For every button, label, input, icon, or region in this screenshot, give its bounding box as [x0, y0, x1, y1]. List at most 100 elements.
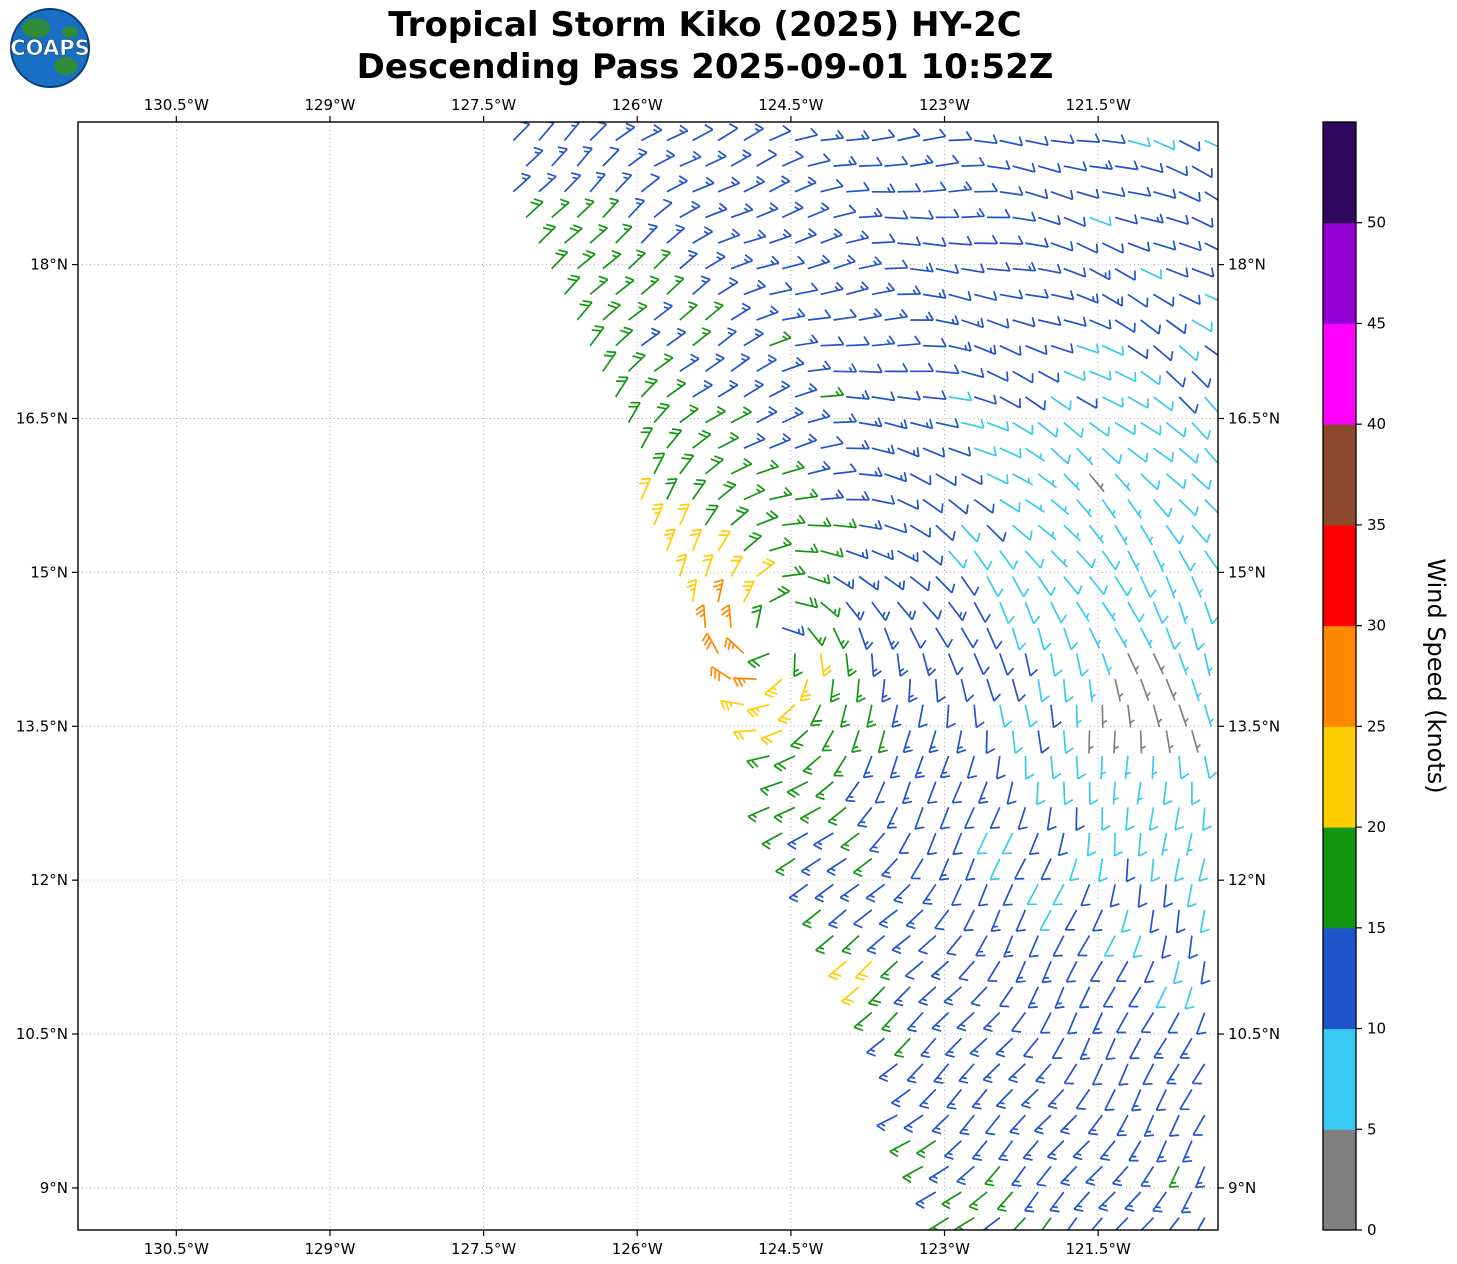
wind-barb: [746, 703, 770, 718]
wind-barb: [1109, 884, 1120, 908]
wind-barb: [1089, 159, 1114, 170]
colorbar-segment: [1323, 827, 1356, 929]
wind-barb: [675, 553, 688, 577]
wind-barb: [902, 1165, 924, 1184]
wind-barb: [666, 224, 686, 244]
wind-barb: [986, 421, 1010, 432]
wind-barb: [653, 249, 671, 270]
wind-barb: [717, 277, 739, 296]
wind-barb: [841, 934, 860, 955]
wind-barb: [640, 223, 658, 244]
wind-barb: [1101, 242, 1124, 254]
wind-barb: [1140, 473, 1161, 491]
wind-barb: [1178, 498, 1199, 517]
x-tick-label-top: 129°W: [304, 96, 355, 114]
wind-barb: [948, 290, 972, 302]
wind-barb: [871, 282, 896, 296]
wind-barb: [769, 228, 792, 244]
wind-barb: [692, 379, 713, 398]
wind-barb: [602, 350, 617, 372]
wind-barb: [720, 604, 732, 628]
wind-barb: [998, 986, 1014, 1008]
wind-barb: [1203, 755, 1218, 780]
wind-barb: [1015, 909, 1027, 932]
wind-barb: [935, 473, 957, 487]
wind-barb: [999, 289, 1024, 300]
wind-barb: [833, 755, 847, 777]
wind-barb: [1151, 755, 1158, 780]
wind-barb: [1130, 1089, 1142, 1112]
wind-barb: [1194, 1166, 1206, 1189]
wind-barb: [1127, 653, 1140, 675]
wind-barb: [1114, 214, 1139, 225]
wind-barb: [807, 574, 831, 585]
wind-barb: [1076, 396, 1098, 410]
wind-barb: [1037, 215, 1061, 226]
wind-barb: [627, 351, 646, 372]
wind-barb: [1075, 807, 1085, 832]
colorbar-tick-label: 5: [1367, 1120, 1377, 1138]
wind-barb: [704, 301, 724, 321]
wind-barb: [1152, 498, 1173, 518]
wind-barb: [984, 1165, 1001, 1187]
x-tick-label-top: 127.5°W: [451, 96, 516, 114]
wind-barb: [963, 806, 975, 830]
wind-barb: [794, 488, 819, 501]
wind-barb: [833, 254, 856, 270]
wind-barb: [1191, 370, 1212, 389]
wind-barb: [1101, 447, 1123, 465]
wind-barb: [891, 704, 902, 728]
colorbar-tick-label: 40: [1367, 415, 1386, 433]
wind-barb: [935, 208, 960, 219]
wind-barb: [930, 960, 950, 981]
wind-barb: [551, 146, 568, 167]
wind-barb: [884, 155, 909, 167]
wind-barb: [1024, 1191, 1039, 1213]
wind-barb: [960, 524, 981, 543]
wind-barb: [1062, 781, 1074, 806]
wind-barb: [938, 858, 950, 881]
wind-barb: [782, 565, 806, 578]
wind-barb: [833, 204, 857, 219]
wind-barb: [1076, 498, 1093, 518]
wind-barb: [973, 550, 993, 571]
wind-barb: [897, 550, 919, 563]
wind-barb: [893, 986, 911, 1007]
wind-barb: [627, 301, 648, 321]
wind-barb: [909, 575, 931, 592]
wind-barb: [999, 396, 1021, 409]
wind-barb: [914, 807, 925, 830]
wind-barb: [910, 311, 934, 321]
wind-barb: [995, 1037, 1014, 1058]
wind-barb: [1140, 162, 1164, 174]
wind-barb: [985, 730, 996, 755]
wind-barb: [1037, 524, 1057, 541]
wind-barb: [829, 679, 841, 703]
wind-barb: [799, 806, 822, 825]
wind-barb: [1039, 1012, 1052, 1034]
wind-barb: [986, 524, 1007, 543]
wind-barb: [1062, 730, 1074, 754]
wind-barb: [933, 1063, 950, 1084]
wind-barb: [807, 153, 831, 167]
wind-barb: [1165, 421, 1187, 438]
wind-barb: [984, 1114, 1001, 1136]
wind-barb: [969, 1037, 988, 1058]
wind-barb: [1024, 755, 1035, 780]
wind-barb: [858, 156, 883, 167]
wind-barb: [790, 729, 809, 750]
wind-barb: [821, 729, 835, 752]
wind-barb: [862, 755, 874, 779]
wind-barb: [525, 146, 544, 167]
wind-barb: [1165, 165, 1189, 177]
wind-barb: [935, 364, 960, 375]
wind-barb: [919, 1088, 937, 1110]
wind-barb: [858, 575, 880, 591]
wind-barb: [986, 473, 1009, 485]
wind-barb: [653, 353, 674, 372]
wind-barb: [846, 230, 870, 244]
wind-barb: [999, 550, 1019, 570]
wind-barb: [1088, 679, 1097, 702]
wind-barb: [538, 172, 557, 193]
colorbar-segment: [1323, 1028, 1356, 1130]
